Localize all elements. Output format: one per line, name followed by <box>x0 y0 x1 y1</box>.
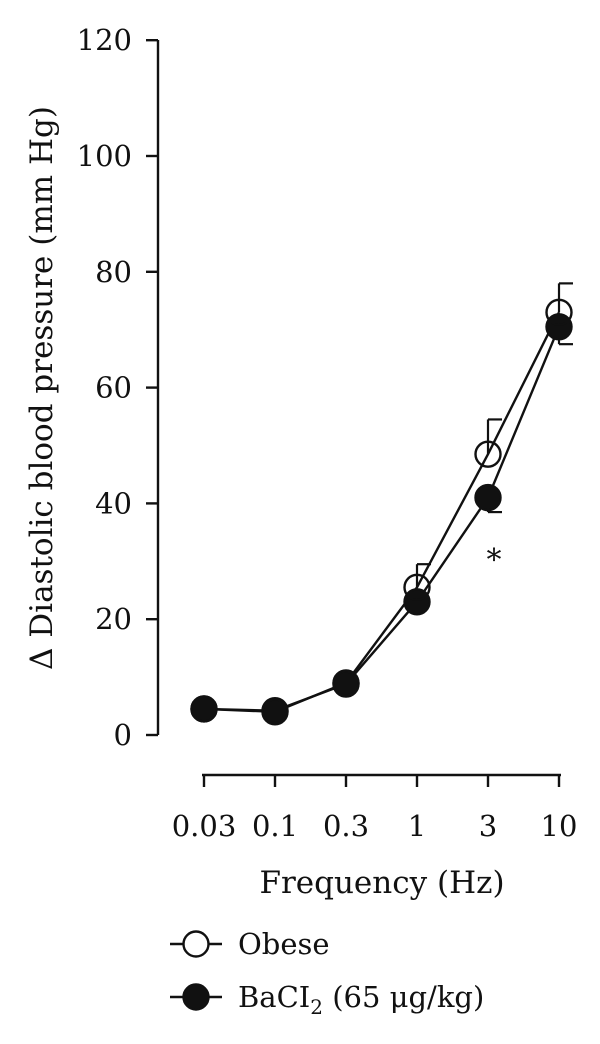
series-line-obese <box>203 311 561 714</box>
legend-label-bacl2-subscript: 2 <box>310 995 323 1019</box>
y-tick-label-80: 80 <box>95 255 132 289</box>
x-tick-label-3: 3 <box>479 809 497 843</box>
y-tick-label-0: 0 <box>114 718 132 752</box>
point-obese-0.3 <box>332 669 360 697</box>
x-tick-label-0.03: 0.03 <box>172 809 237 843</box>
legend: Obese BaCI2 (65 μg/kg) <box>170 927 484 1019</box>
legend-label-bacl2-base: BaCI <box>238 980 310 1014</box>
y-tick-label-20: 20 <box>95 602 132 636</box>
point-obese-3 <box>474 440 502 468</box>
series-lines <box>203 311 561 714</box>
y-tick-label-40: 40 <box>95 486 132 520</box>
legend-item-obese: Obese <box>170 927 330 961</box>
x-axis-title: Frequency (Hz) <box>259 865 504 901</box>
significance-marker: * <box>487 543 502 578</box>
y-tick-label-120: 120 <box>77 23 132 57</box>
point-obese-10 <box>545 298 573 327</box>
legend-label-bacl2-suffix: (65 μg/kg) <box>323 980 484 1014</box>
point-bacl2-3 <box>474 483 502 512</box>
ticks: 0 20 40 60 80 100 120 0.03 0.1 0.3 1 3 10 <box>77 23 578 843</box>
y-tick-label-60: 60 <box>95 371 132 405</box>
point-obese-0.03 <box>190 695 218 723</box>
x-tick-label-0.1: 0.1 <box>252 809 298 843</box>
y-axis-title: Δ Diastolic blood pressure (mm Hg) <box>24 106 60 670</box>
x-tick-label-10: 10 <box>541 809 578 843</box>
y-tick-label-100: 100 <box>77 139 132 173</box>
point-obese-1 <box>403 573 431 602</box>
legend-marker-bacl2 <box>182 983 210 1011</box>
legend-label-obese: Obese <box>238 927 330 961</box>
legend-label-bacl2: BaCI2 (65 μg/kg) <box>238 980 484 1019</box>
point-bacl2-1 <box>403 588 431 616</box>
axes: Δ Diastolic blood pressure (mm Hg) Frequ… <box>24 40 561 901</box>
annotations: * <box>487 543 502 578</box>
legend-marker-obese <box>182 930 210 958</box>
legend-item-bacl2: BaCI2 (65 μg/kg) <box>170 980 484 1019</box>
series-line-bacl2 <box>203 326 561 712</box>
point-bacl2-10 <box>545 313 573 341</box>
x-tick-label-1: 1 <box>408 809 426 843</box>
x-tick-label-0.3: 0.3 <box>323 809 369 843</box>
point-obese-0.1 <box>261 698 289 726</box>
data-points <box>190 298 573 726</box>
